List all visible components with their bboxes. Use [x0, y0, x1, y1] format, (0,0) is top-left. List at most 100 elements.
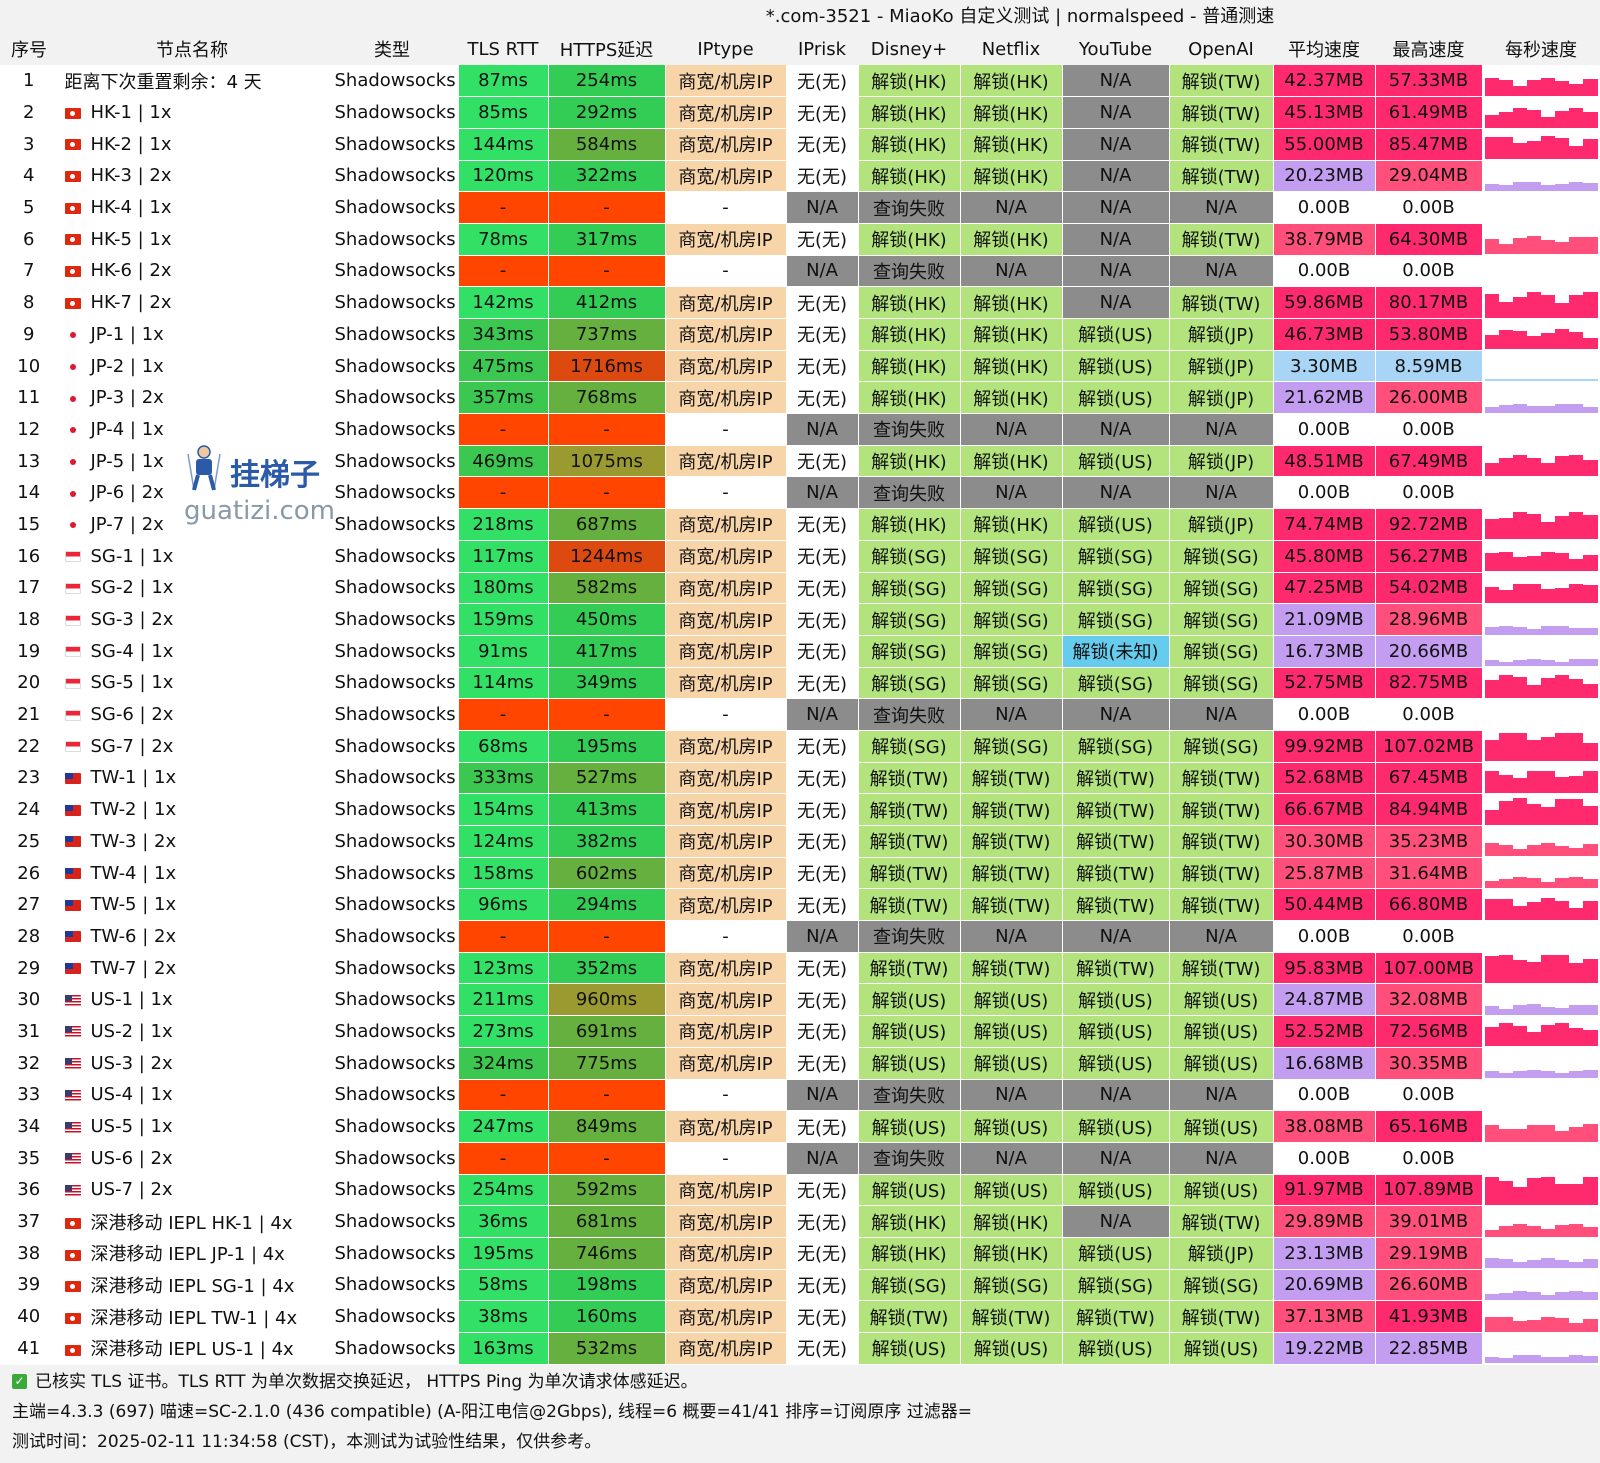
- column-header[interactable]: TLS RTT: [458, 33, 548, 65]
- table-row[interactable]: 29 TW-7 | 2x Shadowsocks 123ms 352ms 商宽/机房IP 无…: [0, 952, 1600, 985]
- table-row[interactable]: 8 HK-7 | 2x Shadowsocks 142ms 412ms 商宽/机房IP 无(…: [0, 286, 1600, 319]
- cell-10: 解锁(TW): [1062, 825, 1170, 858]
- table-row[interactable]: 38 深港移动 IEPL JP-1 | 4x Shadowsocks 195ms 746…: [0, 1237, 1600, 1270]
- speed-bar: [1512, 1262, 1527, 1269]
- column-header[interactable]: 平均速度: [1273, 33, 1375, 65]
- table-row[interactable]: 1 距离下次重置剩余：4 天 Shadowsocks 87ms 254ms 商宽/机房IP…: [0, 65, 1600, 98]
- table-row[interactable]: 4 HK-3 | 2x Shadowsocks 120ms 322ms 商宽/机房IP 无(…: [0, 160, 1600, 193]
- column-header[interactable]: IPtype: [665, 33, 786, 65]
- node-name: JP-7 | 2x: [58, 508, 327, 541]
- cell-12: 52.75MB: [1273, 667, 1376, 700]
- table-row[interactable]: 17 SG-2 | 1x Shadowsocks 180ms 582ms 商宽/机房IP 无…: [0, 572, 1600, 605]
- column-header[interactable]: Netflix: [960, 33, 1062, 65]
- speed-bar: [1569, 1183, 1584, 1205]
- table-row[interactable]: 13 JP-5 | 1x Shadowsocks 469ms 1075ms 商宽/机房IP…: [0, 445, 1600, 478]
- cell-12: 23.13MB: [1273, 1237, 1376, 1270]
- cell-10: 解锁(TW): [1062, 888, 1170, 922]
- cell-5: 1716ms: [548, 350, 666, 383]
- table-row[interactable]: 11 JP-3 | 2x Shadowsocks 357ms 768ms 商宽/机房IP 无…: [0, 381, 1600, 415]
- column-header[interactable]: OpenAI: [1169, 33, 1273, 65]
- speed-bar: [1583, 1356, 1598, 1364]
- table-row[interactable]: 10 JP-2 | 1x Shadowsocks 475ms 1716ms 商宽/机房IP…: [0, 350, 1600, 383]
- cell-8: 解锁(TW): [858, 857, 961, 890]
- column-header[interactable]: 每秒速度: [1482, 33, 1600, 65]
- cell-7: 无(无): [786, 318, 859, 351]
- cell-5: 195ms: [548, 730, 666, 763]
- table-row[interactable]: 7 HK-6 | 2x Shadowsocks - - - N/A 查询失败 N/A N/A N/A…: [0, 255, 1600, 288]
- flag-hk-icon: [64, 1249, 81, 1261]
- speed-bar: [1569, 332, 1584, 350]
- table-row[interactable]: 15 JP-7 | 2x Shadowsocks 218ms 687ms 商宽/机房IP 无…: [0, 508, 1600, 541]
- speed-bar: [1569, 1322, 1584, 1332]
- cell-12: 45.80MB: [1273, 540, 1376, 573]
- table-row[interactable]: 12 JP-4 | 1x Shadowsocks - - - N/A 查询失败 N/A N/A N/…: [0, 413, 1600, 446]
- speed-bar: [1541, 405, 1556, 413]
- table-row[interactable]: 20 SG-5 | 1x Shadowsocks 114ms 349ms 商宽/机房IP 无…: [0, 667, 1600, 700]
- table-row[interactable]: 3 HK-2 | 1x Shadowsocks 144ms 584ms 商宽/机房IP 无(…: [0, 128, 1600, 161]
- table-row[interactable]: 36 US-7 | 2x Shadowsocks 254ms 592ms 商宽/机房IP 无…: [0, 1174, 1600, 1207]
- cell-5: 198ms: [548, 1269, 666, 1302]
- table-row[interactable]: 33 US-4 | 1x Shadowsocks - - - N/A 查询失败 N/A N/A N/…: [0, 1079, 1600, 1112]
- table-row[interactable]: 41 深港移动 IEPL US-1 | 4x Shadowsocks 163ms 532…: [0, 1332, 1600, 1365]
- cell-6: 商宽/机房IP: [665, 350, 787, 383]
- cell-10: N/A: [1062, 476, 1170, 510]
- window-title: *.com-3521 - MiaoKo 自定义测试 | normalspeed …: [0, 0, 1600, 33]
- speed-bar: [1526, 1225, 1542, 1237]
- speed-sparkline: [1482, 1015, 1600, 1048]
- speed-bar: [1484, 809, 1499, 825]
- cell-4: 58ms: [458, 1269, 549, 1302]
- table-row[interactable]: 18 SG-3 | 2x Shadowsocks 159ms 450ms 商宽/机房IP 无…: [0, 603, 1600, 636]
- cell-6: 商宽/机房IP: [665, 888, 787, 922]
- column-header[interactable]: 序号: [0, 33, 58, 65]
- speed-bar: [1526, 684, 1542, 698]
- table-row[interactable]: 30 US-1 | 1x Shadowsocks 211ms 960ms 商宽/机房IP 无…: [0, 983, 1600, 1017]
- speed-bar: [1569, 678, 1584, 698]
- cell-8: 解锁(HK): [858, 508, 961, 541]
- table-row[interactable]: 5 HK-4 | 1x Shadowsocks - - - N/A 查询失败 N/A N/A N/A…: [0, 191, 1600, 224]
- speed-bar: [1498, 733, 1513, 762]
- column-header[interactable]: 最高速度: [1375, 33, 1482, 65]
- table-row[interactable]: 27 TW-5 | 1x Shadowsocks 96ms 294ms 商宽/机房IP 无(…: [0, 888, 1600, 922]
- cell-0: 10: [0, 350, 59, 383]
- table-row[interactable]: 40 深港移动 IEPL TW-1 | 4x Shadowsocks 38ms 160m…: [0, 1300, 1600, 1333]
- column-header[interactable]: YouTube: [1062, 33, 1169, 65]
- table-row[interactable]: 19 SG-4 | 1x Shadowsocks 91ms 417ms 商宽/机房IP 无(…: [0, 635, 1600, 668]
- table-row[interactable]: 6 HK-5 | 1x Shadowsocks 78ms 317ms 商宽/机房IP 无(无…: [0, 223, 1600, 256]
- cell-5: -: [548, 920, 666, 953]
- cell-10: 解锁(TW): [1062, 762, 1170, 795]
- table-row[interactable]: 22 SG-7 | 2x Shadowsocks 68ms 195ms 商宽/机房IP 无(…: [0, 730, 1600, 763]
- speed-bar: [1541, 240, 1556, 255]
- column-header[interactable]: HTTPS延迟: [548, 33, 665, 65]
- cell-13: 0.00B: [1375, 191, 1483, 224]
- column-header[interactable]: IPrisk: [786, 33, 858, 65]
- speed-bar: [1512, 512, 1527, 540]
- table-row[interactable]: 32 US-3 | 2x Shadowsocks 324ms 775ms 商宽/机房IP 无…: [0, 1047, 1600, 1080]
- table-row[interactable]: 23 TW-1 | 1x Shadowsocks 333ms 527ms 商宽/机房IP 无…: [0, 762, 1600, 795]
- cell-4: 254ms: [458, 1174, 549, 1207]
- flag-tw-icon: [64, 804, 81, 816]
- table-row[interactable]: 37 深港移动 IEPL HK-1 | 4x Shadowsocks 36ms 681m…: [0, 1205, 1600, 1238]
- speed-bar: [1512, 1290, 1527, 1300]
- column-header[interactable]: 类型: [326, 33, 458, 65]
- table-row[interactable]: 21 SG-6 | 2x Shadowsocks - - - N/A 查询失败 N/A N/A N/…: [0, 698, 1600, 731]
- cell-8: 解锁(HK): [858, 350, 961, 383]
- table-row[interactable]: 16 SG-1 | 1x Shadowsocks 117ms 1244ms 商宽/机房IP…: [0, 540, 1600, 573]
- table-row[interactable]: 35 US-6 | 2x Shadowsocks - - - N/A 查询失败 N/A N/A N/…: [0, 1142, 1600, 1175]
- table-row[interactable]: 2 HK-1 | 1x Shadowsocks 85ms 292ms 商宽/机房IP 无(无…: [0, 96, 1600, 129]
- column-header[interactable]: 节点名称: [58, 33, 326, 65]
- table-row[interactable]: 31 US-2 | 1x Shadowsocks 273ms 691ms 商宽/机房IP 无…: [0, 1015, 1600, 1048]
- table-row[interactable]: 25 TW-3 | 2x Shadowsocks 124ms 382ms 商宽/机房IP 无…: [0, 825, 1600, 858]
- cell-3: Shadowsocks: [326, 381, 459, 415]
- cell-0: 34: [0, 1110, 59, 1143]
- table-row[interactable]: 14 JP-6 | 2x Shadowsocks - - - N/A 查询失败 N/A N/A N/…: [0, 476, 1600, 510]
- table-row[interactable]: 24 TW-2 | 1x Shadowsocks 154ms 413ms 商宽/机房IP 无…: [0, 793, 1600, 826]
- table-row[interactable]: 26 TW-4 | 1x Shadowsocks 158ms 602ms 商宽/机房IP 无…: [0, 857, 1600, 890]
- table-row[interactable]: 34 US-5 | 1x Shadowsocks 247ms 849ms 商宽/机房IP 无…: [0, 1110, 1600, 1143]
- speed-bar: [1512, 1004, 1527, 1015]
- cell-7: 无(无): [786, 508, 859, 541]
- table-row[interactable]: 28 TW-6 | 2x Shadowsocks - - - N/A 查询失败 N/A N/A N/…: [0, 920, 1600, 953]
- column-header[interactable]: Disney+: [858, 33, 960, 65]
- table-row[interactable]: 39 深港移动 IEPL SG-1 | 4x Shadowsocks 58ms 198m…: [0, 1269, 1600, 1302]
- cell-11: 解锁(SG): [1169, 572, 1274, 605]
- table-row[interactable]: 9 JP-1 | 1x Shadowsocks 343ms 737ms 商宽/机房IP 无(…: [0, 318, 1600, 351]
